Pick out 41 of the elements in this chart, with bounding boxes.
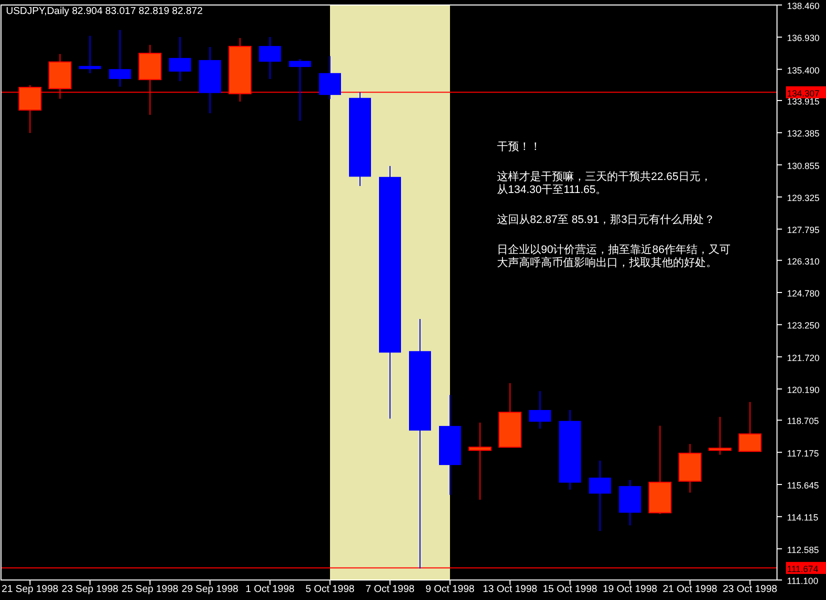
ref-line-label: 134.307 <box>787 88 820 98</box>
annotation: 这回从82.87至 85.91，那3日元有什么用处？ <box>497 213 716 226</box>
y-tick-label: 136.930 <box>787 33 820 44</box>
ref-line-label: 111.674 <box>787 564 818 574</box>
y-tick-label: 117.175 <box>787 448 819 458</box>
y-tick-label: 132.385 <box>787 128 820 139</box>
x-tick-label: 15 Oct 1998 <box>542 584 598 595</box>
x-tick-label: 13 Oct 1998 <box>482 584 538 595</box>
y-tick-label: 114.115 <box>787 512 818 523</box>
annotation: 干预！！ <box>497 141 541 153</box>
y-tick-label: 118.705 <box>787 416 819 426</box>
y-tick-label: 121.720 <box>787 352 820 363</box>
y-tick-label: 123.250 <box>787 320 820 331</box>
y-tick-label: 124.780 <box>787 288 820 298</box>
x-tick-label: 1 Oct 1998 <box>246 584 295 595</box>
x-tick-label: 9 Oct 1998 <box>426 584 475 595</box>
y-tick-label: 138.460 <box>787 1 820 11</box>
annotation: 日企业以90计价营运，抽至靠近86作年结，又可 <box>497 243 730 256</box>
y-tick-label: 135.400 <box>787 65 820 76</box>
x-tick-label: 21 Sep 1998 <box>2 584 59 595</box>
x-tick-label: 25 Sep 1998 <box>122 584 179 595</box>
y-tick-label: 127.795 <box>787 225 820 236</box>
y-tick-label: 133.915 <box>787 96 820 107</box>
y-tick-label: 120.190 <box>787 384 820 395</box>
y-tick-label: 115.645 <box>787 480 819 490</box>
x-tick-label: 5 Oct 1998 <box>306 584 355 595</box>
x-tick-label: 7 Oct 1998 <box>366 584 415 595</box>
x-tick-label: 29 Sep 1998 <box>182 584 239 595</box>
x-tick-label: 23 Oct 1998 <box>722 584 778 595</box>
y-tick-label: 112.585 <box>787 544 819 555</box>
y-tick-label: 130.855 <box>787 160 820 171</box>
annotation: 这样才是干预嘛，三天的干预共22.65日元， <box>497 170 712 183</box>
annotation: 从134.30干至111.65。 <box>497 183 607 196</box>
y-tick-label: 126.310 <box>787 256 820 266</box>
chart-title: USDJPY,Daily 82.904 83.017 82.819 82.872 <box>6 6 204 17</box>
x-tick-label: 23 Sep 1998 <box>62 584 119 595</box>
x-tick-label: 19 Oct 1998 <box>602 584 658 595</box>
x-tick-label: 21 Oct 1998 <box>662 584 718 595</box>
y-tick-label: 111.100 <box>787 576 818 586</box>
y-tick-label: 129.325 <box>787 192 820 203</box>
annotation: 大声高呼高币值影响出口，找取其他的好处。 <box>497 256 717 269</box>
